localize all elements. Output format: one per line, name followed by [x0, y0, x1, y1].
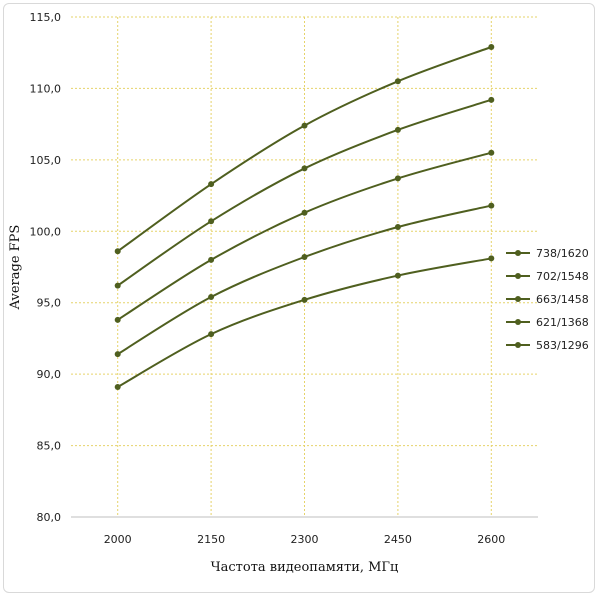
series-663-1458 [114, 149, 495, 323]
y-tick-label: 85,0 [37, 440, 62, 453]
data-point [208, 181, 215, 188]
chart-frame [3, 3, 595, 593]
grid-lines [71, 16, 538, 517]
legend-marker [515, 296, 521, 302]
x-tick-label: 2000 [104, 533, 132, 546]
data-point [394, 126, 401, 133]
legend-label: 583/1296 [536, 339, 589, 352]
data-point [301, 165, 308, 172]
data-point [208, 218, 215, 225]
series-583-1296 [114, 255, 495, 390]
legend-item: 738/1620 [506, 247, 589, 260]
series-702-1548 [114, 96, 495, 289]
legend: 738/1620 702/1548 663/1458 621/1368 583/1296 [506, 247, 589, 352]
data-point [488, 255, 495, 262]
data-point [208, 294, 215, 300]
data-point [301, 296, 308, 303]
y-tick-label: 95,0 [37, 297, 62, 310]
data-point [394, 272, 401, 279]
data-point [114, 282, 121, 289]
data-point [114, 248, 121, 255]
y-tick-label: 110,0 [30, 82, 62, 95]
x-tick-label: 2300 [291, 533, 319, 546]
y-tick-label: 100,0 [30, 225, 62, 238]
data-point [301, 254, 308, 260]
legend-label: 738/1620 [536, 247, 589, 260]
legend-label: 621/1368 [536, 316, 589, 329]
legend-item: 621/1368 [506, 316, 589, 329]
series-line [117, 204, 492, 355]
data-point [208, 331, 215, 338]
legend-item: 702/1548 [506, 270, 589, 283]
legend-marker [515, 250, 521, 256]
y-tick-label: 90,0 [37, 368, 62, 381]
legend-marker [515, 342, 521, 348]
x-tick-label: 2600 [477, 533, 505, 546]
data-point [488, 96, 495, 103]
legend-label: 663/1458 [536, 293, 589, 306]
data-point [394, 78, 401, 85]
series-738-1620 [114, 44, 495, 255]
data-point [488, 44, 495, 50]
y-tick-label: 105,0 [30, 154, 62, 167]
data-point [488, 149, 495, 156]
legend-label: 702/1548 [536, 270, 589, 283]
data-point [394, 175, 401, 182]
y-axis-ticks: 80,0 85,0 90,0 95,0 100,0 105,0 110,0 115,0 [30, 11, 62, 524]
data-point [301, 122, 308, 129]
legend-marker [515, 319, 521, 325]
series-621-1368 [114, 202, 495, 358]
x-axis-title: Частота видеопамяти, МГц [211, 560, 399, 575]
x-tick-label: 2450 [384, 533, 412, 546]
data-point [394, 224, 401, 230]
legend-item: 663/1458 [506, 293, 589, 306]
legend-marker [515, 273, 521, 279]
legend-item: 583/1296 [506, 339, 589, 352]
data-point [488, 202, 495, 209]
x-axis-ticks: 2000 2150 2300 2450 2600 [104, 533, 506, 546]
series-group [114, 44, 495, 390]
y-axis-title: Average FPS [8, 225, 23, 311]
data-point [114, 384, 121, 390]
data-point [301, 209, 308, 216]
data-point [114, 351, 121, 358]
y-tick-label: 115,0 [30, 11, 62, 24]
x-tick-label: 2150 [197, 533, 225, 546]
data-point [208, 256, 215, 263]
data-point [114, 316, 121, 323]
y-tick-label: 80,0 [37, 511, 62, 524]
